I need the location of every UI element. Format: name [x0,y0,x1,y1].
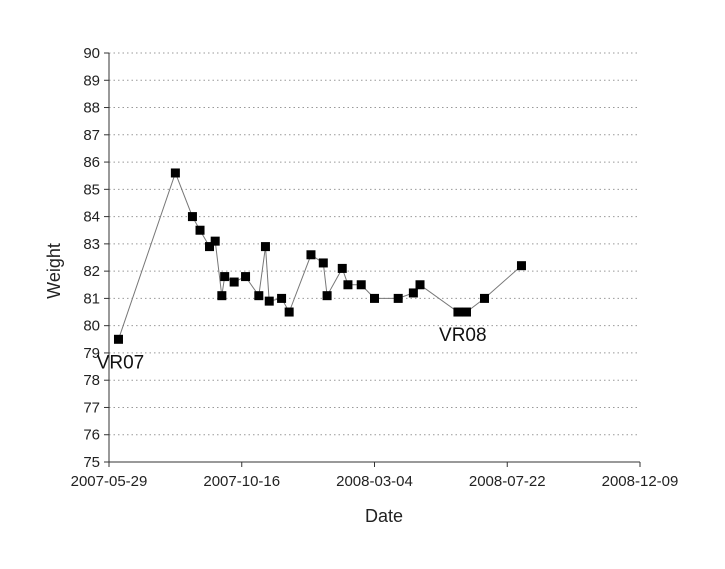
data-point [393,293,403,303]
data-point [205,242,215,252]
y-tick-label: 80 [83,318,100,335]
tick-marks [104,52,641,467]
data-point [415,280,425,290]
y-tick-label: 89 [83,72,100,89]
y-axis-title: Weight [44,243,64,299]
tick-labels: 75 76 77 78 79 80 81 82 83 84 85 86 87 88 89 90 2007-05-… [71,45,679,490]
data-point [113,334,123,344]
y-tick-label: 86 [83,154,100,171]
x-tick-label: 2008-07-22 [469,473,546,490]
data-point [356,280,366,290]
data-point [461,307,471,317]
data-point [453,307,463,317]
x-tick-label: 2007-05-29 [71,473,148,490]
data-point [343,280,353,290]
x-axis-title: Date [365,506,403,526]
data-point [264,296,274,306]
y-tick-label: 83 [83,236,100,253]
y-tick-label: 88 [83,100,100,117]
y-tick-label: 84 [83,209,100,226]
data-point [318,258,328,268]
data-point [337,263,347,273]
y-tick-label: 75 [83,454,100,471]
data-point [217,291,227,301]
x-tick-label: 2007-10-16 [203,473,280,490]
data-point [254,291,264,301]
annotations: VR07 VR08 [97,325,487,373]
data-point [370,293,379,303]
annotation-label: VR08 [439,325,487,346]
data-point [277,293,287,303]
y-tick-label: 85 [83,181,100,198]
y-tick-label: 90 [83,45,100,62]
y-tick-label: 81 [83,290,100,307]
data-point [322,291,332,301]
data-point [516,261,526,271]
data-point [170,168,180,178]
data-point [284,307,294,317]
annotation-label: VR07 [97,352,145,373]
series-markers [113,168,526,344]
y-tick-label: 76 [83,427,100,444]
grid-lines [109,52,640,436]
data-point [241,272,251,282]
data-point [210,236,220,246]
data-point [408,288,418,298]
data-point [229,277,239,287]
data-point [187,212,197,222]
x-tick-label: 2008-12-09 [602,473,679,490]
axes [108,53,640,463]
data-point [479,293,489,303]
y-tick-label: 78 [83,372,100,389]
y-tick-label: 87 [83,127,100,144]
y-tick-label: 79 [83,345,100,362]
data-point [306,250,316,260]
data-point [220,272,230,282]
data-point [260,242,270,252]
y-tick-label: 77 [83,399,100,416]
x-tick-label: 2008-03-04 [336,473,413,490]
data-point [195,225,205,235]
y-tick-label: 82 [83,263,100,280]
